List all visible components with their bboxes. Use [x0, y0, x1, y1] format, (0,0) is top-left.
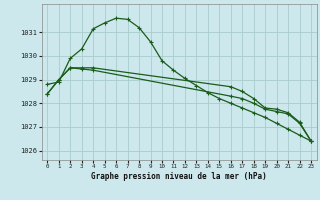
X-axis label: Graphe pression niveau de la mer (hPa): Graphe pression niveau de la mer (hPa): [91, 172, 267, 181]
